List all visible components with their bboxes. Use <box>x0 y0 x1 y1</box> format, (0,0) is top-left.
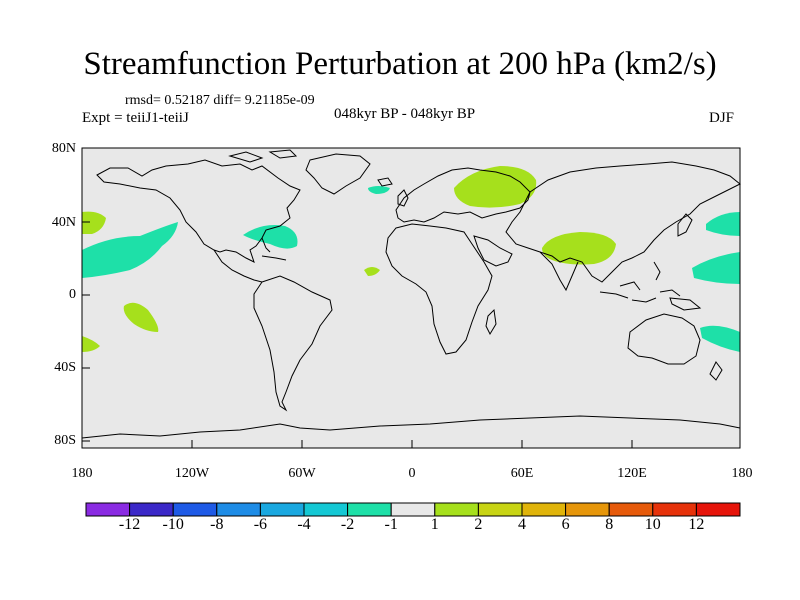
coast-caribbean <box>261 255 287 261</box>
coast-iceland <box>377 177 393 187</box>
pos-contour-eurasia <box>454 166 537 208</box>
colorbar-swatch <box>477 502 523 517</box>
coast-antarctica <box>81 415 741 439</box>
colorbar-label: -8 <box>210 516 224 533</box>
colorbar-swatch <box>259 502 305 517</box>
colorbar-label: -2 <box>340 516 355 533</box>
colorbar-swatch <box>434 502 479 517</box>
pos-contour-tropical-pacific <box>123 302 159 332</box>
pos-contour-south-asia <box>542 232 616 265</box>
colorbar-label: 6 <box>561 516 570 533</box>
coast-indonesia <box>599 281 681 303</box>
colorbar-swatch <box>521 502 567 517</box>
colorbar-label: 10 <box>644 516 661 533</box>
colorbar-label: -6 <box>253 516 268 533</box>
colorbar-swatch <box>216 502 261 517</box>
coast-mexico <box>213 249 263 283</box>
colorbar-swatch <box>85 502 131 517</box>
colorbar-swatch <box>172 502 218 517</box>
coast-new-zealand <box>709 361 723 381</box>
map-frame <box>81 147 741 449</box>
positive-contours <box>82 166 616 352</box>
coast-uk <box>397 189 409 207</box>
neg-contour-natl <box>368 186 390 194</box>
colorbar-swatch <box>608 502 654 517</box>
colorbar-label: 12 <box>688 516 705 533</box>
y-tick-label: 40S <box>54 360 76 375</box>
colorbar-swatch <box>565 502 610 517</box>
coast-madagascar <box>485 308 497 336</box>
negative-contours <box>82 186 740 352</box>
colorbar-label: 1 <box>430 516 439 533</box>
season-label: DJF <box>709 110 735 126</box>
coast-south-america <box>253 275 333 412</box>
colorbar-swatch <box>129 502 174 517</box>
x-tick-label: 180 <box>731 466 753 481</box>
coast-north-america <box>96 159 301 263</box>
coastlines <box>81 149 741 439</box>
colorbar-label: 4 <box>518 516 526 533</box>
axis-ticks <box>81 147 741 448</box>
coast-asia <box>505 161 741 283</box>
map-background <box>82 148 740 448</box>
x-tick-label: 180 <box>71 466 93 481</box>
y-tick-label: 80S <box>54 433 76 448</box>
y-tick-label: 80N <box>51 141 76 156</box>
y-tick-label: 40N <box>51 215 76 230</box>
colorbar-swatch <box>390 502 436 517</box>
neg-contour-wpacific-north <box>706 212 740 236</box>
colorbar-label: 8 <box>605 516 614 533</box>
coast-arctic-islands <box>228 149 298 163</box>
neg-contour-gulf <box>243 225 298 249</box>
coast-philippines <box>653 261 661 281</box>
x-tick-label: 120W <box>174 466 210 481</box>
colorbar-label: -10 <box>162 516 184 533</box>
pos-contour-south-pacific <box>82 336 100 352</box>
coast-greenland <box>305 153 371 195</box>
y-tick-label: 0 <box>69 287 76 302</box>
coast-india <box>539 251 579 292</box>
colorbar <box>85 502 741 517</box>
colorbar-swatch <box>303 502 349 517</box>
neg-contour-npacific <box>82 222 178 278</box>
chart-title: Streamfunction Perturbation at 200 hPa (… <box>83 46 717 82</box>
colorbar-swatch <box>652 502 697 517</box>
x-tick-label: 60W <box>288 466 316 481</box>
colorbar-label: -1 <box>384 516 398 533</box>
x-tick-label: 60E <box>510 466 534 481</box>
coast-australia <box>627 313 701 365</box>
colorbar-label: -12 <box>118 516 141 533</box>
pos-contour-npacific <box>82 211 106 234</box>
coast-africa <box>385 223 493 355</box>
stats-text: rmsd= 0.52187 diff= 9.21185e-09 <box>125 93 315 108</box>
colorbar-label: 2 <box>474 516 483 533</box>
coast-arabia <box>473 235 513 267</box>
period-label: 048kyr BP - 048kyr BP <box>334 106 476 122</box>
coast-new-guinea <box>669 297 702 311</box>
coast-florida <box>261 237 271 253</box>
colorbar-swatch <box>347 502 392 517</box>
colorbar-swatch <box>695 502 741 517</box>
neg-contour-south-pacific <box>700 325 740 352</box>
experiment-label: Expt = teiiJ1-teiiJ <box>82 110 189 126</box>
coast-japan <box>677 213 693 237</box>
neg-contour-wpacific-mid <box>692 252 740 284</box>
pos-contour-africa-west <box>364 267 380 276</box>
x-tick-label: 0 <box>408 466 416 481</box>
colorbar-label: -4 <box>297 516 311 533</box>
x-tick-label: 120E <box>617 466 647 481</box>
